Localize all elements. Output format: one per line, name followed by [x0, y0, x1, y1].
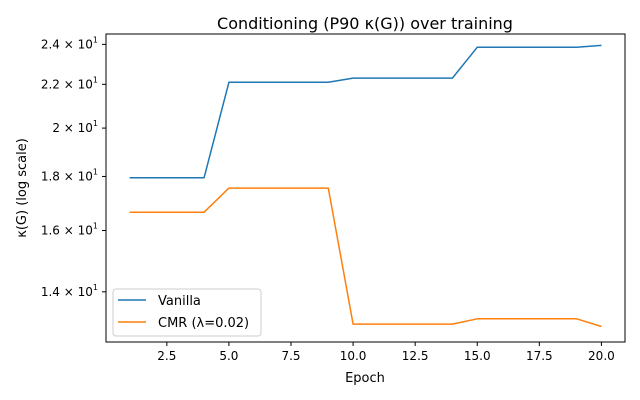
y-tick-label: 1.8 × 101 [41, 167, 98, 183]
legend: Vanilla CMR (λ=0.02) [112, 288, 262, 337]
legend-label-vanilla: Vanilla [158, 294, 201, 309]
x-tick-label: 10.0 [340, 349, 367, 363]
plot-area [105, 33, 626, 343]
y-axis: 1.4 × 101 1.6 × 101 1.8 × 101 2 × 101 2.2 × … [41, 35, 106, 299]
legend-label-cmr: CMR (λ=0.02) [158, 316, 249, 331]
y-tick-label: 1.6 × 101 [41, 222, 98, 238]
x-axis-label: Epoch [345, 371, 385, 386]
y-tick-label: 2 × 101 [52, 119, 98, 135]
series-line-vanilla [129, 44, 602, 179]
y-tick-label: 1.4 × 101 [41, 283, 98, 299]
x-tick-label: 5.0 [219, 349, 238, 363]
x-tick-label: 12.5 [402, 349, 429, 363]
x-tick-label: 20.0 [588, 349, 615, 363]
x-tick-label: 7.5 [281, 349, 300, 363]
x-tick-label: 15.0 [464, 349, 491, 363]
series-lines [129, 44, 602, 328]
legend-box [112, 288, 262, 337]
series-line-cmr [129, 187, 602, 328]
x-tick-label: 17.5 [526, 349, 553, 363]
y-tick-label: 2.4 × 101 [41, 35, 98, 51]
x-tick-label: 2.5 [157, 349, 176, 363]
chart-title: Conditioning (P90 κ(G)) over training [217, 14, 513, 33]
y-tick-label: 2.2 × 101 [41, 75, 98, 91]
x-axis: 2.5 5.0 7.5 10.0 12.5 15.0 17.5 20.0 [157, 342, 615, 363]
y-axis-label: κ(G) (log scale) [15, 138, 30, 238]
